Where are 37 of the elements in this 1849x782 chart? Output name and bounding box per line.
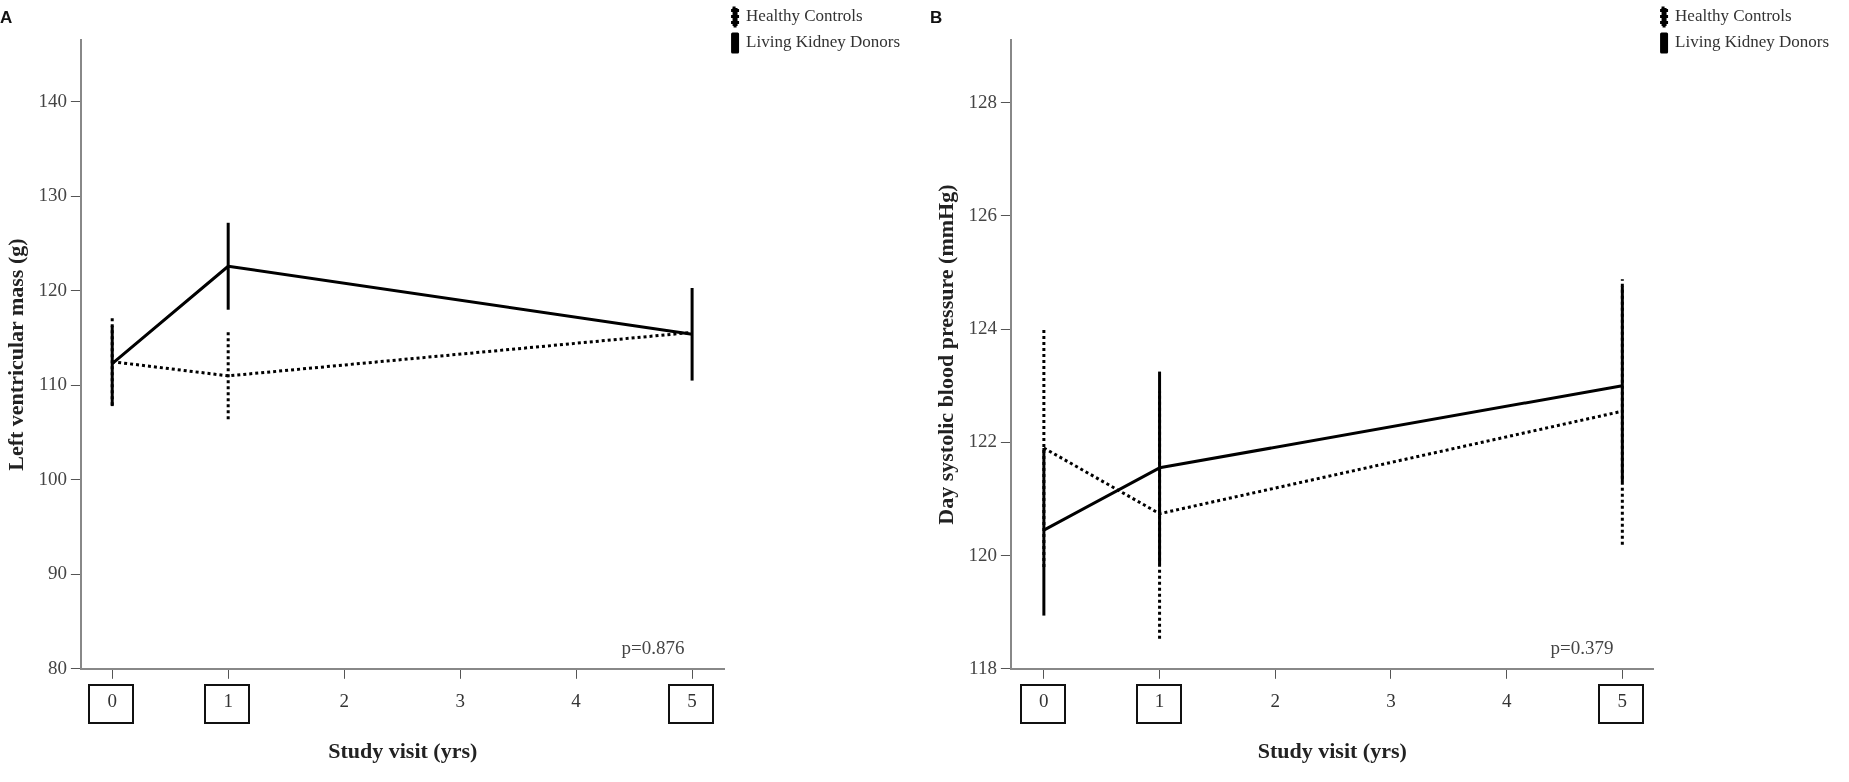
y-tick-label: 118 [969,656,997,678]
y-tick-label: 128 [968,90,997,112]
y-tick-label: 120 [38,278,67,300]
y-axis-title: Left ventricular mass (g) [2,238,28,471]
x-tick-label: 3 [1386,690,1396,712]
chart-title: A [0,7,13,27]
y-tick-label: 130 [38,184,67,206]
x-tick-label: 2 [1270,690,1281,712]
x-axis-title: Study visit (yrs) [1257,738,1407,764]
x-tick-label: 1 [1154,690,1165,712]
x-tick-label: 2 [339,690,349,712]
x-axis-title: Study visit (yrs) [328,738,478,764]
y-axis-title: Day systolic blood pressure (mmHg) [932,184,958,525]
legend-label: Living Kidney Donors [746,32,901,52]
x-tick-label: 4 [571,690,582,712]
y-tick-label: 90 [47,562,67,584]
legend-label: Healthy Controls [1675,6,1792,26]
y-tick-label: 110 [39,373,67,395]
x-tick-label: 1 [223,690,233,712]
x-tick-label: 5 [687,690,697,712]
annotation: p=0.379 [1550,637,1614,659]
x-tick-label: 0 [107,690,117,712]
x-tick-label: 5 [1617,690,1628,712]
y-tick-label: 122 [968,430,997,452]
y-tick-label: 100 [38,467,67,489]
legend-label: Living Kidney Donors [1675,32,1830,52]
y-tick-label: 80 [47,656,67,678]
legend-label: Healthy Controls [746,6,863,26]
y-tick-label: 120 [968,543,997,565]
y-tick-label: 126 [968,203,997,225]
x-tick-label: 4 [1501,690,1512,712]
x-tick-label: 3 [455,690,465,712]
chart-title: B [930,7,943,27]
x-tick-label: 0 [1039,690,1049,712]
annotation: p=0.876 [621,637,685,659]
y-tick-label: 140 [38,89,67,111]
y-tick-label: 124 [968,317,998,339]
